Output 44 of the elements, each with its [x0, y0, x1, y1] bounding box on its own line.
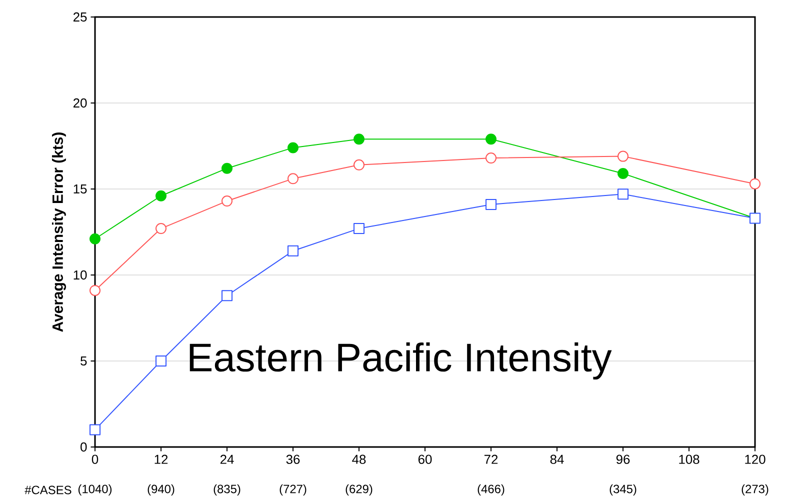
- x-tick-label: 12: [154, 454, 168, 464]
- x-tick-label: 84: [550, 454, 564, 464]
- point: [618, 168, 629, 180]
- y-tick-label: 25: [73, 12, 87, 22]
- y-tick-label: 20: [73, 98, 87, 108]
- text: (835): [214, 484, 240, 496]
- text: (1040): [78, 484, 112, 496]
- y-axis-title: Average Intensity Error (kts): [52, 132, 66, 332]
- point: [156, 223, 167, 234]
- y-tick-label: 0: [80, 442, 87, 452]
- point: [288, 173, 299, 184]
- x-tick-label: 0: [92, 454, 98, 464]
- x-tick-label: 48: [352, 454, 366, 464]
- text: (629): [346, 484, 372, 496]
- y-tick-label: 10: [74, 270, 87, 280]
- text: #CASES: [24, 486, 72, 494]
- x-tick-label: 96: [616, 454, 630, 464]
- point: [90, 233, 101, 244]
- y-tick-label: 15: [74, 184, 87, 194]
- annotation: Eastern Pacific Intensity: [190, 342, 612, 380]
- point: [288, 142, 299, 154]
- point: [486, 134, 497, 145]
- point: [156, 190, 167, 202]
- x-tick-label: 60: [418, 454, 432, 464]
- text: (466): [478, 484, 504, 496]
- point: [222, 196, 233, 207]
- point: [354, 159, 365, 170]
- point: [90, 284, 101, 296]
- text: (727): [280, 484, 306, 496]
- point: [750, 178, 761, 190]
- point: [222, 162, 233, 174]
- point: [90, 424, 101, 436]
- point: [354, 134, 365, 145]
- text: (273): [742, 484, 768, 496]
- text: (940): [148, 484, 174, 496]
- point: [618, 150, 629, 162]
- x-tick-label: 120: [745, 454, 766, 464]
- point: [486, 152, 497, 164]
- y-tick-label: 5: [80, 356, 87, 366]
- text: (345): [610, 484, 636, 496]
- x-tick-label: 24: [220, 454, 234, 464]
- x-tick-label: 108: [679, 454, 700, 464]
- x-tick-label: 36: [286, 454, 300, 464]
- x-tick-label: 72: [484, 454, 498, 464]
